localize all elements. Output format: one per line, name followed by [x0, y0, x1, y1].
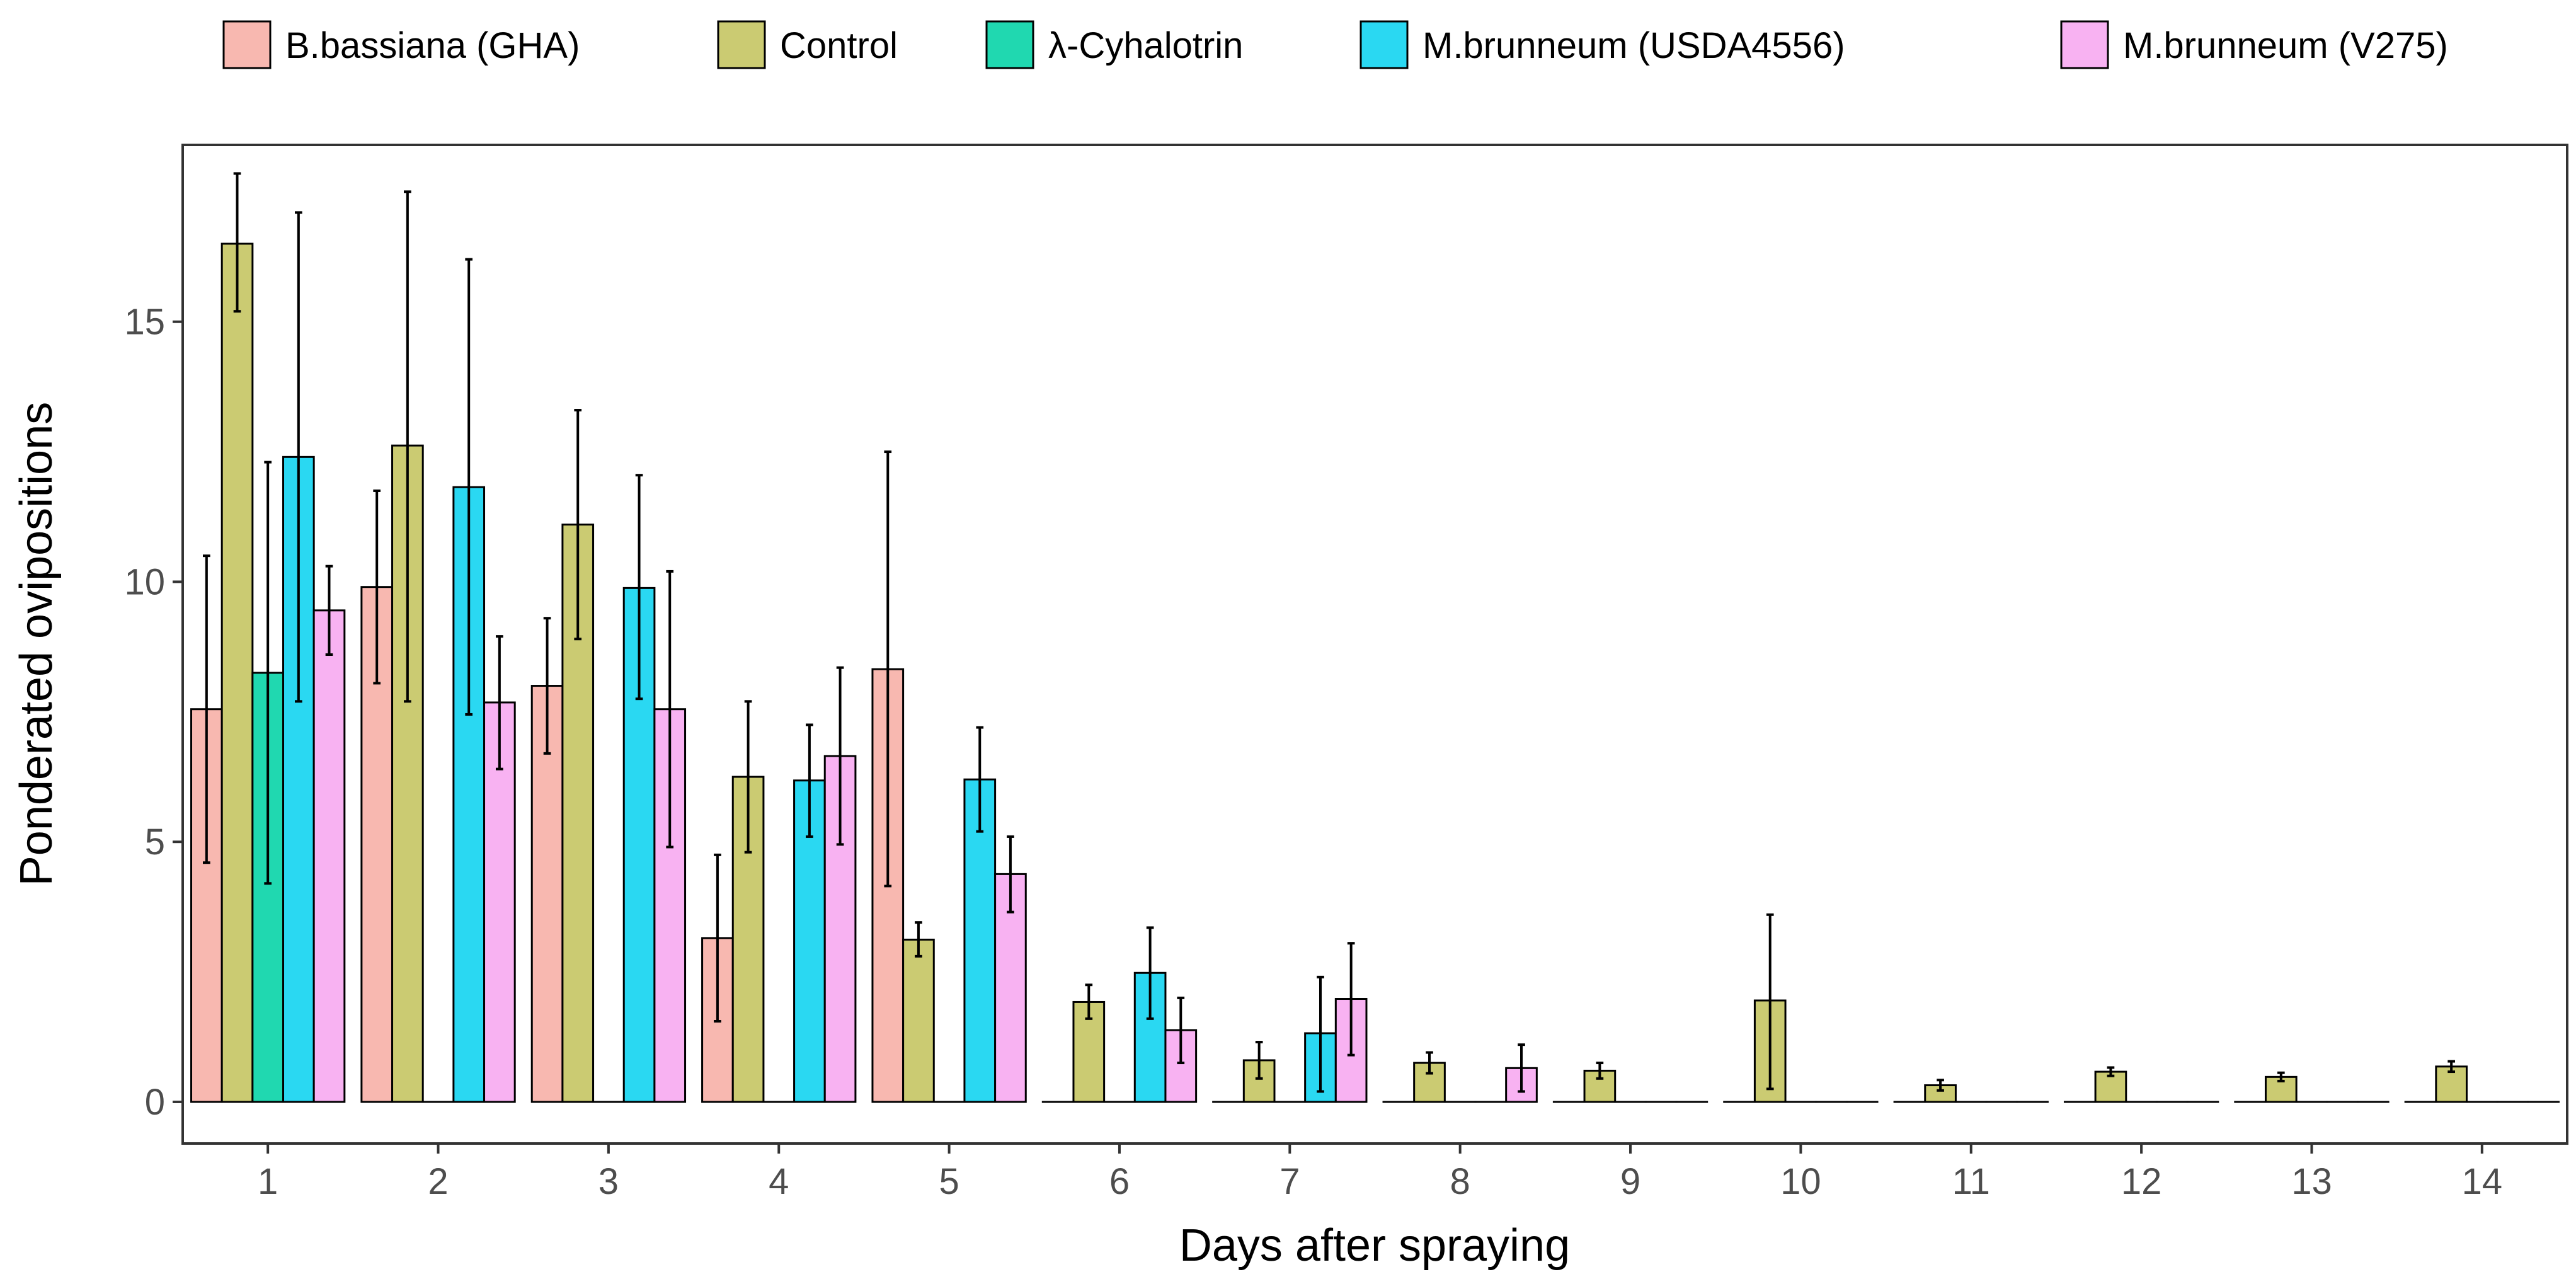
error-bar — [1766, 913, 1774, 1091]
error-bar — [806, 723, 813, 838]
y-tick-label: 5 — [145, 822, 165, 863]
bar — [220, 243, 254, 1103]
y-tick-label: 15 — [124, 302, 165, 343]
error-bar — [574, 409, 582, 641]
error-bar — [404, 190, 411, 703]
legend-swatch — [985, 20, 1034, 69]
y-axis: 0 5 10 15 — [124, 302, 183, 1123]
x-tick-label: 8 — [1450, 1161, 1470, 1202]
bar — [963, 778, 997, 1103]
error-bar — [744, 700, 752, 854]
error-bar — [1518, 1043, 1525, 1093]
error-bar — [373, 489, 381, 685]
x-axis-title: Days after spraying — [1179, 1220, 1570, 1271]
legend-label: M.brunneum (V275) — [2123, 25, 2448, 66]
error-bar — [325, 565, 333, 656]
legend-label: λ-Cyhalotrin — [1048, 25, 1243, 66]
error-bar — [714, 853, 721, 1023]
x-tick-label: 6 — [1109, 1161, 1130, 1202]
error-bar — [836, 666, 844, 846]
error-bar — [1317, 975, 1324, 1093]
legend: B.bassiana (GHA) Control λ-Cyhalotrin M.bru… — [222, 20, 2448, 69]
legend-swatch — [717, 20, 766, 69]
error-bar — [543, 617, 551, 755]
error-bar — [203, 554, 210, 864]
error-bar — [496, 635, 503, 771]
error-bar — [295, 211, 302, 703]
error-bar — [1347, 942, 1355, 1057]
error-bar — [2277, 1071, 2285, 1082]
legend-swatch — [222, 20, 272, 69]
x-tick-label: 9 — [1620, 1161, 1640, 1202]
error-bar — [915, 921, 922, 958]
x-tick-label: 2 — [428, 1161, 448, 1202]
y-tick-label: 0 — [145, 1082, 165, 1123]
legend-item: λ-Cyhalotrin — [985, 20, 1243, 69]
y-tick-label: 10 — [124, 561, 165, 602]
error-bar — [635, 474, 643, 701]
legend-item: M.brunneum (USDA4556) — [1360, 20, 1845, 69]
x-tick-label: 13 — [2291, 1161, 2332, 1202]
x-tick-label: 12 — [2121, 1161, 2162, 1202]
error-bar — [1085, 983, 1093, 1020]
x-tick-label: 11 — [1952, 1161, 1990, 1202]
x-tick-label: 4 — [769, 1161, 789, 1202]
error-bar — [976, 726, 984, 833]
bar — [902, 938, 935, 1103]
x-tick-label: 14 — [2462, 1161, 2503, 1202]
x-tick-label: 5 — [939, 1161, 959, 1202]
error-bar — [1937, 1079, 1944, 1092]
x-axis: 1 2 3 4 5 6 7 8 9 10 11 12 13 14 — [258, 1144, 2502, 1202]
error-bar — [666, 570, 674, 849]
bar — [2094, 1070, 2127, 1103]
error-bar — [1255, 1041, 1263, 1080]
error-bar — [1596, 1062, 1604, 1080]
error-bar — [1177, 996, 1185, 1065]
error-bar — [2447, 1060, 2455, 1074]
x-tick-label: 3 — [598, 1161, 619, 1202]
x-tick-label: 10 — [1780, 1161, 1821, 1202]
legend-swatch — [1360, 20, 1409, 69]
legend-item: M.brunneum (V275) — [2060, 20, 2448, 69]
y-axis-title: Ponderated ovipositions — [11, 402, 62, 886]
legend-item: Control — [717, 20, 898, 69]
error-bar — [233, 172, 241, 313]
error-bar — [1007, 835, 1014, 914]
bar — [312, 609, 346, 1103]
legend-item: B.bassiana (GHA) — [222, 20, 580, 69]
error-bar — [884, 450, 892, 888]
error-bar — [1426, 1051, 1433, 1075]
error-bars — [203, 172, 2455, 1093]
legend-swatch — [2060, 20, 2109, 69]
error-bar — [264, 461, 272, 885]
x-tick-label: 1 — [258, 1161, 278, 1202]
error-bar — [1146, 926, 1154, 1020]
x-tick-label: 7 — [1279, 1161, 1300, 1202]
legend-label: M.brunneum (USDA4556) — [1423, 25, 1845, 66]
legend-label: B.bassiana (GHA) — [285, 25, 580, 66]
error-bar — [2107, 1066, 2115, 1077]
error-bar — [465, 258, 473, 716]
legend-label: Control — [780, 25, 898, 66]
